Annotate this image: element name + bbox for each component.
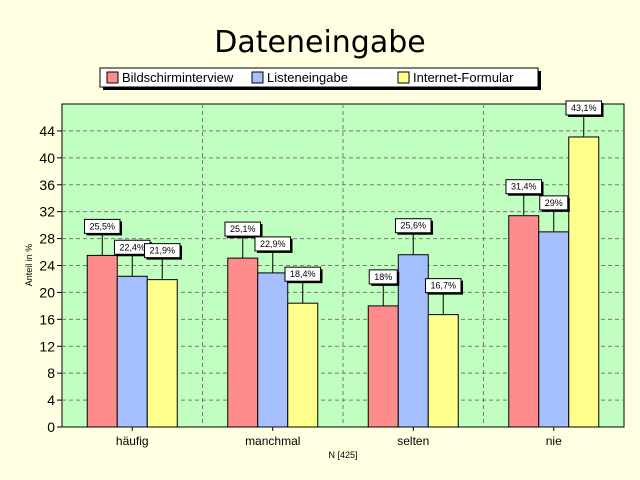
data-label-box — [424, 278, 462, 294]
data-label: 31,4% — [505, 179, 544, 216]
data-label: 25,1% — [224, 221, 263, 259]
data-label: 16,7% — [424, 278, 464, 315]
bar-internet-formular-haufig — [146, 279, 178, 428]
data-label-box — [254, 236, 292, 252]
data-label-text: 21,9% — [149, 246, 175, 256]
bar-listeneingabe-selten — [397, 254, 429, 428]
y-tick-label: 8 — [47, 365, 55, 381]
data-label-box — [394, 218, 432, 234]
legend-label-internet-formular: Internet-Formular — [413, 70, 514, 85]
data-label: 22,4% — [113, 239, 153, 277]
data-label-text: 29% — [545, 198, 563, 208]
y-tick-label: 0 — [47, 419, 55, 435]
data-label-text: 18,4% — [290, 269, 316, 279]
data-label: 21,9% — [143, 243, 183, 280]
y-tick-label: 20 — [39, 284, 55, 300]
data-label-text: 25,1% — [230, 224, 256, 234]
y-tick-label: 40 — [39, 150, 55, 166]
data-label-box — [505, 179, 543, 195]
data-label: 18,4% — [284, 266, 323, 304]
data-label-text: 18% — [374, 272, 392, 282]
data-label-text: 22,4% — [119, 242, 145, 252]
y-tick-label: 16 — [39, 311, 55, 327]
bar-internet-formular-nie — [568, 136, 600, 428]
data-label-box — [224, 221, 262, 237]
bar-bildschirminterview-nie — [508, 215, 540, 428]
data-label: 25,5% — [83, 218, 123, 256]
data-label-text: 25,5% — [89, 221, 115, 231]
legend-box — [99, 67, 539, 88]
data-label-box — [143, 243, 181, 259]
y-tick-label: 4 — [47, 392, 55, 408]
x-axis-label: N [425] — [328, 450, 357, 460]
y-tick-label: 32 — [39, 204, 55, 220]
y-tick-label: 12 — [39, 338, 55, 354]
data-label: 22,9% — [254, 236, 293, 273]
data-label-text: 31,4% — [511, 182, 537, 192]
chart-title: Dateneingabe — [214, 25, 425, 60]
y-tick-label: 44 — [39, 123, 55, 139]
data-label-text: 22,9% — [260, 239, 286, 249]
y-tick-label: 36 — [39, 177, 55, 193]
legend-swatch-bildschirminterview — [106, 71, 119, 84]
data-label: 43,1% — [565, 100, 604, 137]
x-tick-label: häufig — [116, 434, 149, 448]
data-label-box — [368, 269, 398, 285]
data-label-box — [565, 100, 603, 116]
data-label: 29% — [539, 195, 570, 232]
bar-listeneingabe-haufig — [116, 275, 148, 428]
bar-listeneingabe-manchmal — [257, 272, 289, 428]
data-label-text: 25,6% — [400, 221, 426, 231]
bar-bildschirminterview-manchmal — [227, 257, 259, 428]
data-label-text: 16,7% — [430, 281, 456, 291]
y-axis-label: Anteil in % — [24, 244, 34, 287]
bar-listeneingabe-nie — [538, 231, 570, 428]
data-label: 18% — [368, 269, 400, 306]
x-tick-label: manchmal — [245, 434, 300, 448]
legend: Bildschirminterview Listeneingabe Internet… — [99, 67, 541, 90]
bar-internet-formular-selten — [427, 314, 459, 428]
data-label: 25,6% — [394, 218, 434, 255]
legend-label-listeneingabe: Listeneingabe — [267, 70, 348, 85]
data-label-text: 43,1% — [571, 103, 597, 113]
y-tick-label: 24 — [39, 258, 55, 274]
legend-label-bildschirminterview: Bildschirminterview — [122, 70, 234, 85]
bar-bildschirminterview-selten — [367, 305, 399, 428]
x-tick-label: nie — [546, 434, 562, 448]
data-label-box — [539, 195, 569, 211]
data-label-box — [284, 266, 322, 282]
data-label-box — [83, 218, 121, 234]
bar-bildschirminterview-haufig — [86, 254, 118, 428]
legend-swatch-internet-formular — [397, 71, 410, 84]
bar-internet-formular-manchmal — [287, 302, 319, 428]
x-tick-label: selten — [397, 434, 429, 448]
y-tick-label: 28 — [39, 231, 55, 247]
legend-swatch-listeneingabe — [251, 71, 264, 84]
